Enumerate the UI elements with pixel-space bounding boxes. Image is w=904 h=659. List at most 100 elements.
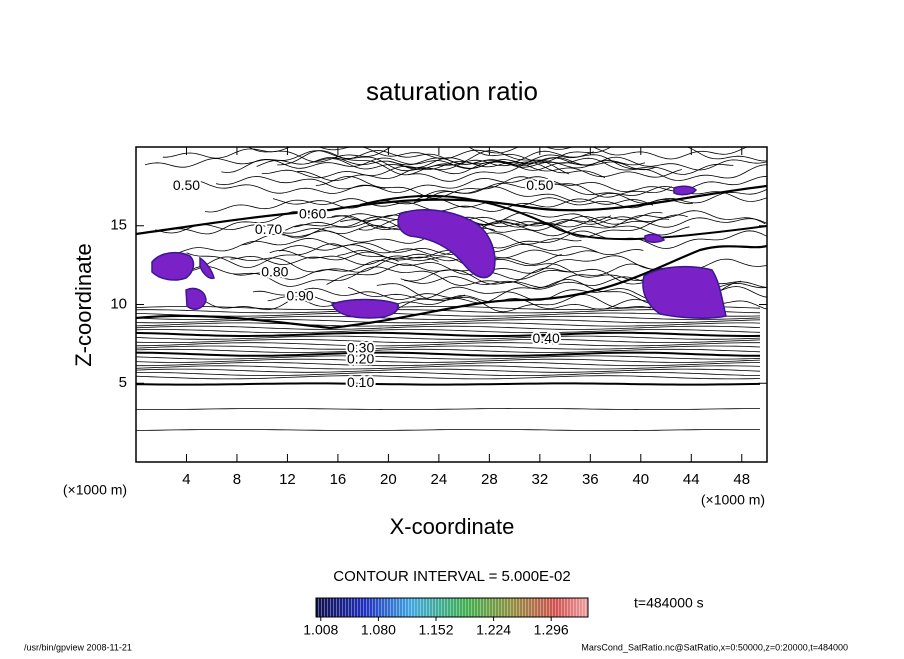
contour-line bbox=[136, 329, 761, 334]
x-tick-label: 16 bbox=[330, 471, 347, 488]
contour-line bbox=[136, 322, 761, 327]
contour-line bbox=[136, 312, 761, 317]
contour-line bbox=[359, 194, 767, 241]
footer-right: MarsCond_SatRatio.nc@SatRatio,x=0:50000,… bbox=[581, 642, 848, 652]
y-tick-label: 10 bbox=[110, 295, 127, 312]
contour-line bbox=[136, 325, 761, 330]
time-label: t=484000 s bbox=[634, 595, 704, 611]
contour-line bbox=[175, 265, 656, 287]
contour-line bbox=[136, 319, 761, 324]
contour-line bbox=[185, 179, 386, 194]
contour-label: 0.90 bbox=[286, 287, 313, 303]
y-axis-title: Z-coordinate bbox=[71, 243, 96, 367]
contour-line bbox=[136, 358, 761, 363]
contour-line bbox=[252, 287, 466, 300]
x-tick-label: 4 bbox=[182, 471, 190, 488]
contour-line bbox=[221, 150, 734, 175]
x-tick-label: 24 bbox=[431, 471, 448, 488]
contour-line bbox=[331, 214, 688, 227]
contour-label: 0.70 bbox=[255, 221, 282, 237]
contour-line bbox=[136, 348, 761, 353]
region bbox=[185, 287, 207, 310]
colorbar-tick-label: 1.008 bbox=[303, 622, 338, 638]
x-axis-title: X-coordinate bbox=[390, 514, 515, 539]
contour-line bbox=[136, 331, 761, 337]
contour-line bbox=[136, 184, 767, 236]
contour-line bbox=[312, 156, 767, 171]
supersaturated-regions bbox=[151, 185, 727, 319]
contour-label: 0.30 bbox=[347, 339, 374, 355]
contour-label: 0.50 bbox=[526, 177, 553, 193]
contour-line bbox=[144, 157, 585, 170]
contour-line bbox=[414, 182, 767, 204]
contour-line bbox=[285, 210, 766, 237]
y-unit: (×1000 m) bbox=[63, 482, 127, 498]
contour-line bbox=[136, 368, 761, 373]
region bbox=[644, 233, 666, 243]
colorbar-tick-label: 1.152 bbox=[418, 622, 453, 638]
contour-line bbox=[233, 259, 574, 281]
region bbox=[673, 185, 698, 196]
contour-label: 0.40 bbox=[533, 330, 560, 346]
contour-line bbox=[247, 147, 767, 163]
x-tick-label: 44 bbox=[683, 471, 700, 488]
contour-interval: CONTOUR INTERVAL = 5.000E-02 bbox=[333, 568, 570, 585]
contour-label: 0.10 bbox=[347, 374, 374, 390]
x-tick-label: 36 bbox=[582, 471, 599, 488]
contour-label: 0.60 bbox=[299, 205, 326, 221]
contour-line bbox=[159, 255, 712, 275]
plot-area: 0.10 0.200.30 0.40 0.50 0.50 0.60 0.70 0.80 0.90 bbox=[136, 147, 767, 431]
contour-line bbox=[186, 243, 399, 269]
footer-left: /usr/bin/gpview 2008-11-21 bbox=[24, 642, 132, 652]
contour-line bbox=[333, 150, 594, 166]
x-tick-label: 48 bbox=[733, 471, 750, 488]
region bbox=[642, 265, 727, 319]
contour-line bbox=[176, 237, 465, 255]
contour-lines bbox=[136, 147, 767, 431]
contour-label: 0.20 bbox=[347, 350, 374, 366]
contour-line bbox=[296, 159, 606, 182]
contour-line bbox=[136, 339, 761, 343]
contour-line bbox=[191, 294, 652, 313]
contour-line bbox=[294, 211, 663, 228]
colorbar-ticks: 1.008 1.080 1.152 1.224 1.296 bbox=[303, 617, 569, 638]
contour-line bbox=[241, 230, 582, 246]
contour-labels: 0.10 0.200.30 0.40 0.50 0.50 0.60 0.70 0.80 0.90 bbox=[171, 175, 562, 392]
contour-line bbox=[136, 362, 761, 367]
region bbox=[199, 256, 215, 280]
x-tick-label: 32 bbox=[531, 471, 548, 488]
colorbar-tick-label: 1.224 bbox=[476, 622, 511, 638]
x-tick-label: 40 bbox=[632, 471, 649, 488]
contour-line bbox=[136, 382, 761, 386]
x-tick-label: 20 bbox=[380, 471, 397, 488]
contour-line bbox=[136, 335, 761, 340]
region bbox=[331, 298, 399, 319]
contour-line bbox=[136, 345, 761, 350]
contour-label: 0.50 bbox=[173, 177, 200, 193]
contour-line bbox=[388, 157, 646, 169]
colorbar-stripes bbox=[315, 597, 589, 618]
x-unit: (×1000 m) bbox=[701, 492, 765, 508]
contour-line bbox=[162, 147, 749, 160]
region bbox=[151, 251, 195, 281]
contour-line bbox=[136, 351, 760, 357]
colorbar-tick-label: 1.296 bbox=[534, 622, 569, 638]
x-tick-label: 28 bbox=[481, 471, 498, 488]
contour-line bbox=[136, 244, 767, 330]
contour-label: 0.80 bbox=[261, 264, 288, 280]
colorbar-tick-label: 1.080 bbox=[361, 622, 396, 638]
chart-title: saturation ratio bbox=[366, 76, 538, 106]
contour-line bbox=[407, 157, 767, 182]
contour-line bbox=[136, 429, 761, 431]
contour-line bbox=[277, 150, 570, 176]
region bbox=[397, 209, 496, 279]
contour-line bbox=[411, 185, 767, 203]
x-tick-label: 12 bbox=[279, 471, 296, 488]
contour-line bbox=[230, 251, 439, 266]
contour-line bbox=[136, 375, 761, 380]
contour-line bbox=[136, 372, 761, 376]
contour-line bbox=[136, 365, 761, 370]
contour-line bbox=[136, 342, 760, 347]
x-tick-label: 8 bbox=[233, 471, 241, 488]
